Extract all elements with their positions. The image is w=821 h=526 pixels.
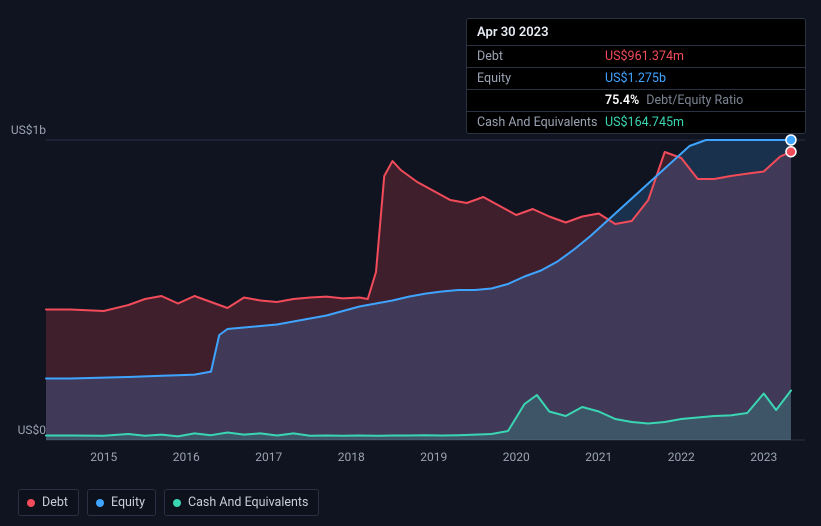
chart-tooltip: Apr 30 2023 DebtUS$961.374mEquityUS$1.27…	[466, 18, 806, 134]
y-axis-label-min: US$0	[18, 423, 46, 437]
legend-item-debt[interactable]: Debt	[18, 489, 79, 516]
tooltip-row-label	[477, 93, 605, 108]
tooltip-date: Apr 30 2023	[467, 19, 805, 45]
legend-label: Debt	[42, 495, 68, 510]
chart-legend: Debt Equity Cash And Equivalents	[18, 489, 319, 516]
legend-item-equity[interactable]: Equity	[87, 489, 156, 516]
legend-dot-icon	[27, 499, 35, 507]
legend-label: Cash And Equivalents	[188, 495, 308, 510]
tooltip-row: EquityUS$1.275b	[467, 67, 805, 89]
legend-dot-icon	[96, 499, 104, 507]
tooltip-row: 75.4% Debt/Equity Ratio	[467, 89, 805, 111]
y-axis-label-max: US$1b	[11, 123, 46, 137]
tooltip-row: DebtUS$961.374m	[467, 45, 805, 67]
tooltip-row-value: US$961.374m	[605, 49, 795, 64]
legend-dot-icon	[173, 499, 181, 507]
tooltip-row-label: Equity	[477, 71, 605, 86]
tooltip-row-label: Cash And Equivalents	[477, 115, 605, 130]
tooltip-row-value: 75.4% Debt/Equity Ratio	[605, 93, 795, 108]
legend-label: Equity	[111, 495, 145, 510]
tooltip-row-label: Debt	[477, 49, 605, 64]
tooltip-row: Cash And EquivalentsUS$164.745m	[467, 111, 805, 133]
financial-history-chart: US$1b US$0 20152016201720182019202020212…	[0, 0, 821, 526]
tooltip-row-value: US$164.745m	[605, 115, 795, 130]
legend-item-cash[interactable]: Cash And Equivalents	[164, 489, 319, 516]
tooltip-row-value: US$1.275b	[605, 71, 795, 86]
